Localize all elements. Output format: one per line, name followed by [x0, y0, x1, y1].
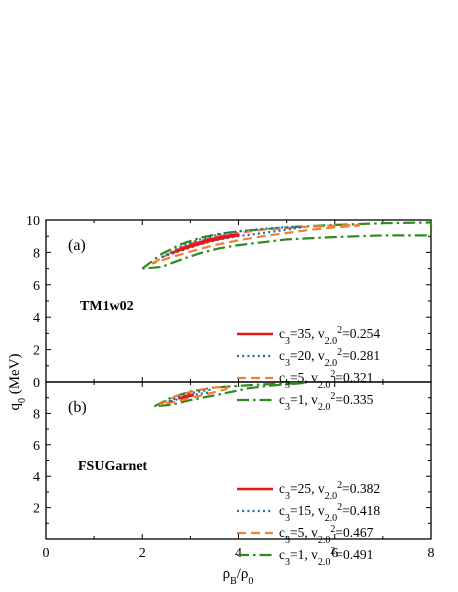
- x-tick-label: 6: [331, 546, 338, 561]
- x-tick-label: 2: [139, 546, 146, 561]
- legend-entry: c3=15, v2.02=0.418: [279, 502, 380, 524]
- legend-entry: c3=5, v2.02=0.467: [279, 524, 374, 546]
- y-tick-label: 8: [33, 246, 40, 261]
- series-curve: [141, 221, 433, 270]
- x-tick-label: 0: [43, 546, 50, 561]
- y-tick-label: 2: [33, 344, 40, 359]
- series-curve: [177, 393, 195, 400]
- y-tick-label: 4: [33, 311, 40, 326]
- panel-b-tag: (b): [68, 399, 87, 416]
- legend-entry: c3=35, v2.02=0.254: [279, 325, 380, 347]
- series-curve: [160, 225, 303, 259]
- legend-entry: c3=25, v2.02=0.382: [279, 480, 380, 502]
- y-tick-label: 4: [33, 470, 40, 485]
- series-curve: [170, 233, 240, 255]
- legend-entry: c3=1, v2.02=0.335: [279, 391, 374, 413]
- panel-b-model-label: FSUGarnet: [78, 459, 148, 474]
- x-tick-label: 8: [428, 546, 435, 561]
- series-curve: [158, 385, 228, 406]
- panel-a-model-label: TM1w02: [80, 299, 134, 314]
- y-tick-label: 2: [33, 502, 40, 517]
- legend-entry: c3=20, v2.02=0.281: [279, 347, 380, 369]
- y-tick-label: 10: [26, 214, 40, 229]
- panel-a-tag: (a): [68, 237, 86, 254]
- y-tick-label: 6: [33, 439, 40, 454]
- series-curve: [151, 223, 360, 265]
- legend-entry: c3=5, v2.02=0.321: [279, 369, 373, 391]
- y-tick-label: 0: [33, 376, 40, 391]
- x-axis-title: ρB/ρ0: [223, 566, 254, 587]
- y-tick-label: 8: [33, 407, 40, 422]
- y-axis-title: q0 (MeV): [7, 353, 28, 410]
- x-tick-label: 4: [235, 546, 242, 561]
- series-curve: [168, 388, 211, 403]
- legend-entry: c3=1, v2.02=0.491: [279, 546, 373, 568]
- y-tick-label: 6: [33, 279, 40, 294]
